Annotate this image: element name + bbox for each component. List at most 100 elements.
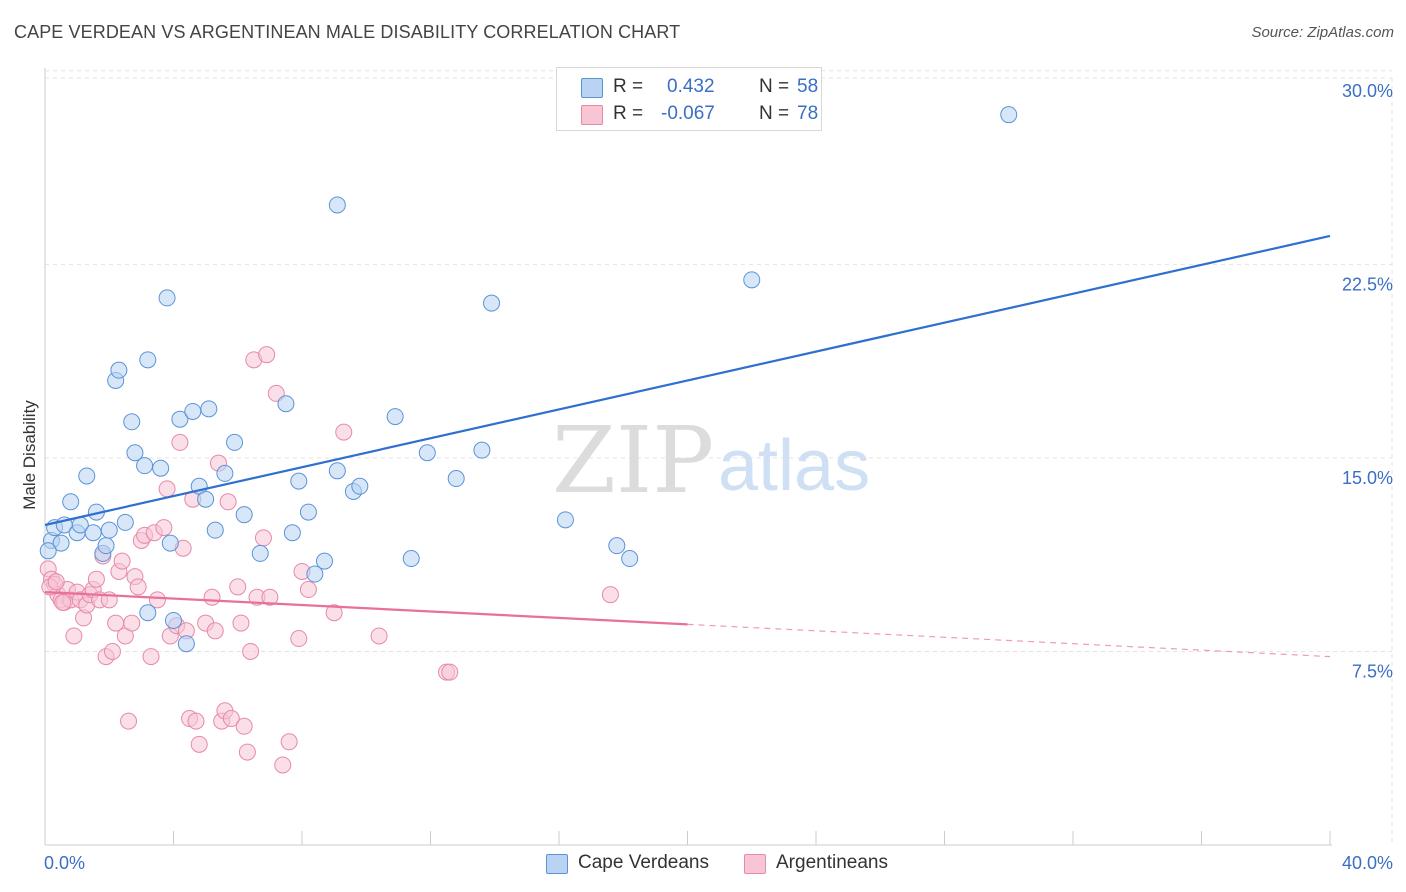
- cape-verdean-point: [418, 444, 436, 462]
- argentinean-point: [65, 627, 83, 645]
- cape-verdean-point: [402, 550, 420, 568]
- cape-verdean-point: [328, 462, 346, 480]
- argentinean-point: [155, 519, 173, 537]
- cape-verdean-point: [473, 441, 491, 459]
- argentinean-point: [54, 593, 72, 611]
- y-axis-label: Male Disability: [20, 400, 39, 510]
- cape-verdean-point: [84, 524, 102, 542]
- cape-verdean-trend-line: [44, 234, 1331, 527]
- y-tick-label: 15.0%: [1342, 468, 1393, 488]
- cape-verdean-point: [97, 537, 115, 555]
- argentinean-point: [87, 570, 105, 588]
- argentinean-point: [290, 630, 308, 648]
- argentinean-point: [206, 622, 224, 640]
- cape-verdean-point: [743, 271, 761, 289]
- argentinean-point: [203, 588, 221, 606]
- y-tick-label: 7.5%: [1352, 661, 1393, 681]
- tick-labels: 7.5% 15.0% 22.5% 30.0% 0.0% 40.0%: [44, 81, 1393, 873]
- argentinean-point: [238, 743, 256, 761]
- argentinean-point: [103, 642, 121, 660]
- cape-verdean-point: [116, 513, 134, 531]
- cape-verdean-point: [290, 472, 308, 490]
- argentinean-point: [47, 573, 65, 591]
- bottom-legend-label: Cape Verdeans: [578, 852, 709, 873]
- argentinean-point: [242, 642, 260, 660]
- cape-verdean-point: [171, 410, 189, 428]
- cape-verdean-point: [483, 294, 501, 312]
- argentinean-point: [148, 591, 166, 609]
- cape-verdean-point: [126, 444, 144, 462]
- cape-verdean-point: [197, 490, 215, 508]
- watermark-zip: ZIP: [552, 407, 714, 514]
- argentinean-point: [190, 735, 208, 753]
- bottom-legend-swatch-pink: [744, 854, 766, 874]
- argentinean-point: [261, 588, 279, 606]
- chart-title: CAPE VERDEAN VS ARGENTINEAN MALE DISABIL…: [14, 22, 681, 42]
- cape-verdean-point: [62, 493, 80, 511]
- cape-verdean-point: [251, 544, 269, 562]
- cape-verdean-point: [136, 457, 154, 475]
- cape-verdean-point: [216, 464, 234, 482]
- cape-verdean-point: [123, 413, 141, 431]
- cape-verdean-point: [235, 506, 253, 524]
- x-tick-label: 40.0%: [1342, 853, 1393, 873]
- cape-verdean-point: [158, 289, 176, 307]
- x-tick-label: 0.0%: [44, 853, 85, 873]
- argentinean-point: [299, 581, 317, 599]
- watermark-atlas: atlas: [718, 426, 870, 506]
- argentinean-point: [232, 614, 250, 632]
- cape-verdean-point: [306, 565, 324, 583]
- cape-verdean-point: [152, 459, 170, 477]
- bottom-legend-swatch-blue: [546, 854, 568, 874]
- cape-verdean-point: [447, 470, 465, 488]
- argentinean-point: [123, 614, 141, 632]
- argentinean-point: [274, 756, 292, 774]
- cape-verdean-point: [177, 635, 195, 653]
- argentinean-point: [222, 710, 240, 728]
- cape-verdean-point: [165, 611, 182, 629]
- cape-verdean-point: [299, 503, 317, 521]
- argentinean-point: [441, 663, 459, 681]
- legend-r-label: R =: [613, 76, 644, 97]
- watermark: ZIP atlas: [552, 407, 870, 514]
- argentinean-point: [280, 733, 298, 751]
- argentinean-point: [235, 717, 253, 735]
- cape-verdean-point: [351, 477, 369, 495]
- cape-verdean-point: [277, 395, 295, 413]
- cape-verdean-point: [608, 537, 626, 555]
- cape-verdean-point: [315, 552, 333, 570]
- legend-swatch-blue: [581, 78, 603, 98]
- legend-swatch-pink: [581, 105, 603, 125]
- argentinean-point: [113, 552, 131, 570]
- trend-lines: [44, 234, 1331, 658]
- argentinean-trend-extension: [687, 623, 1331, 658]
- argentinean-trend-line: [44, 590, 688, 626]
- cape-verdean-point: [200, 400, 218, 418]
- legend-n-value: 78: [797, 103, 819, 124]
- argentinean-point: [601, 586, 619, 604]
- legend-r-value: -0.067: [661, 103, 715, 124]
- argentinean-point: [370, 627, 388, 645]
- cape-verdean-point: [226, 433, 244, 451]
- argentinean-point: [158, 480, 176, 498]
- cape-verdean-point: [328, 196, 346, 214]
- cape-verdean-point: [386, 408, 404, 426]
- cape-verdean-point: [110, 361, 128, 379]
- axes: [44, 68, 1332, 846]
- cape-verdean-point: [52, 534, 70, 552]
- cape-verdean-point: [184, 402, 202, 420]
- cape-verdean-point: [139, 604, 157, 622]
- argentinean-point: [171, 433, 189, 451]
- argentinean-point: [219, 493, 237, 511]
- cape-verdean-point: [100, 521, 118, 539]
- bottom-legend-label: Argentineans: [776, 852, 888, 873]
- cape-verdean-point: [78, 467, 96, 485]
- cape-verdean-point: [39, 542, 57, 560]
- cape-verdean-point: [1000, 106, 1018, 124]
- legend-n-label: N =: [759, 103, 790, 124]
- cape-verdean-point: [283, 524, 301, 542]
- argentinean-point: [258, 346, 276, 364]
- cape-verdeans-points: [39, 106, 1018, 653]
- y-tick-label: 30.0%: [1342, 81, 1393, 101]
